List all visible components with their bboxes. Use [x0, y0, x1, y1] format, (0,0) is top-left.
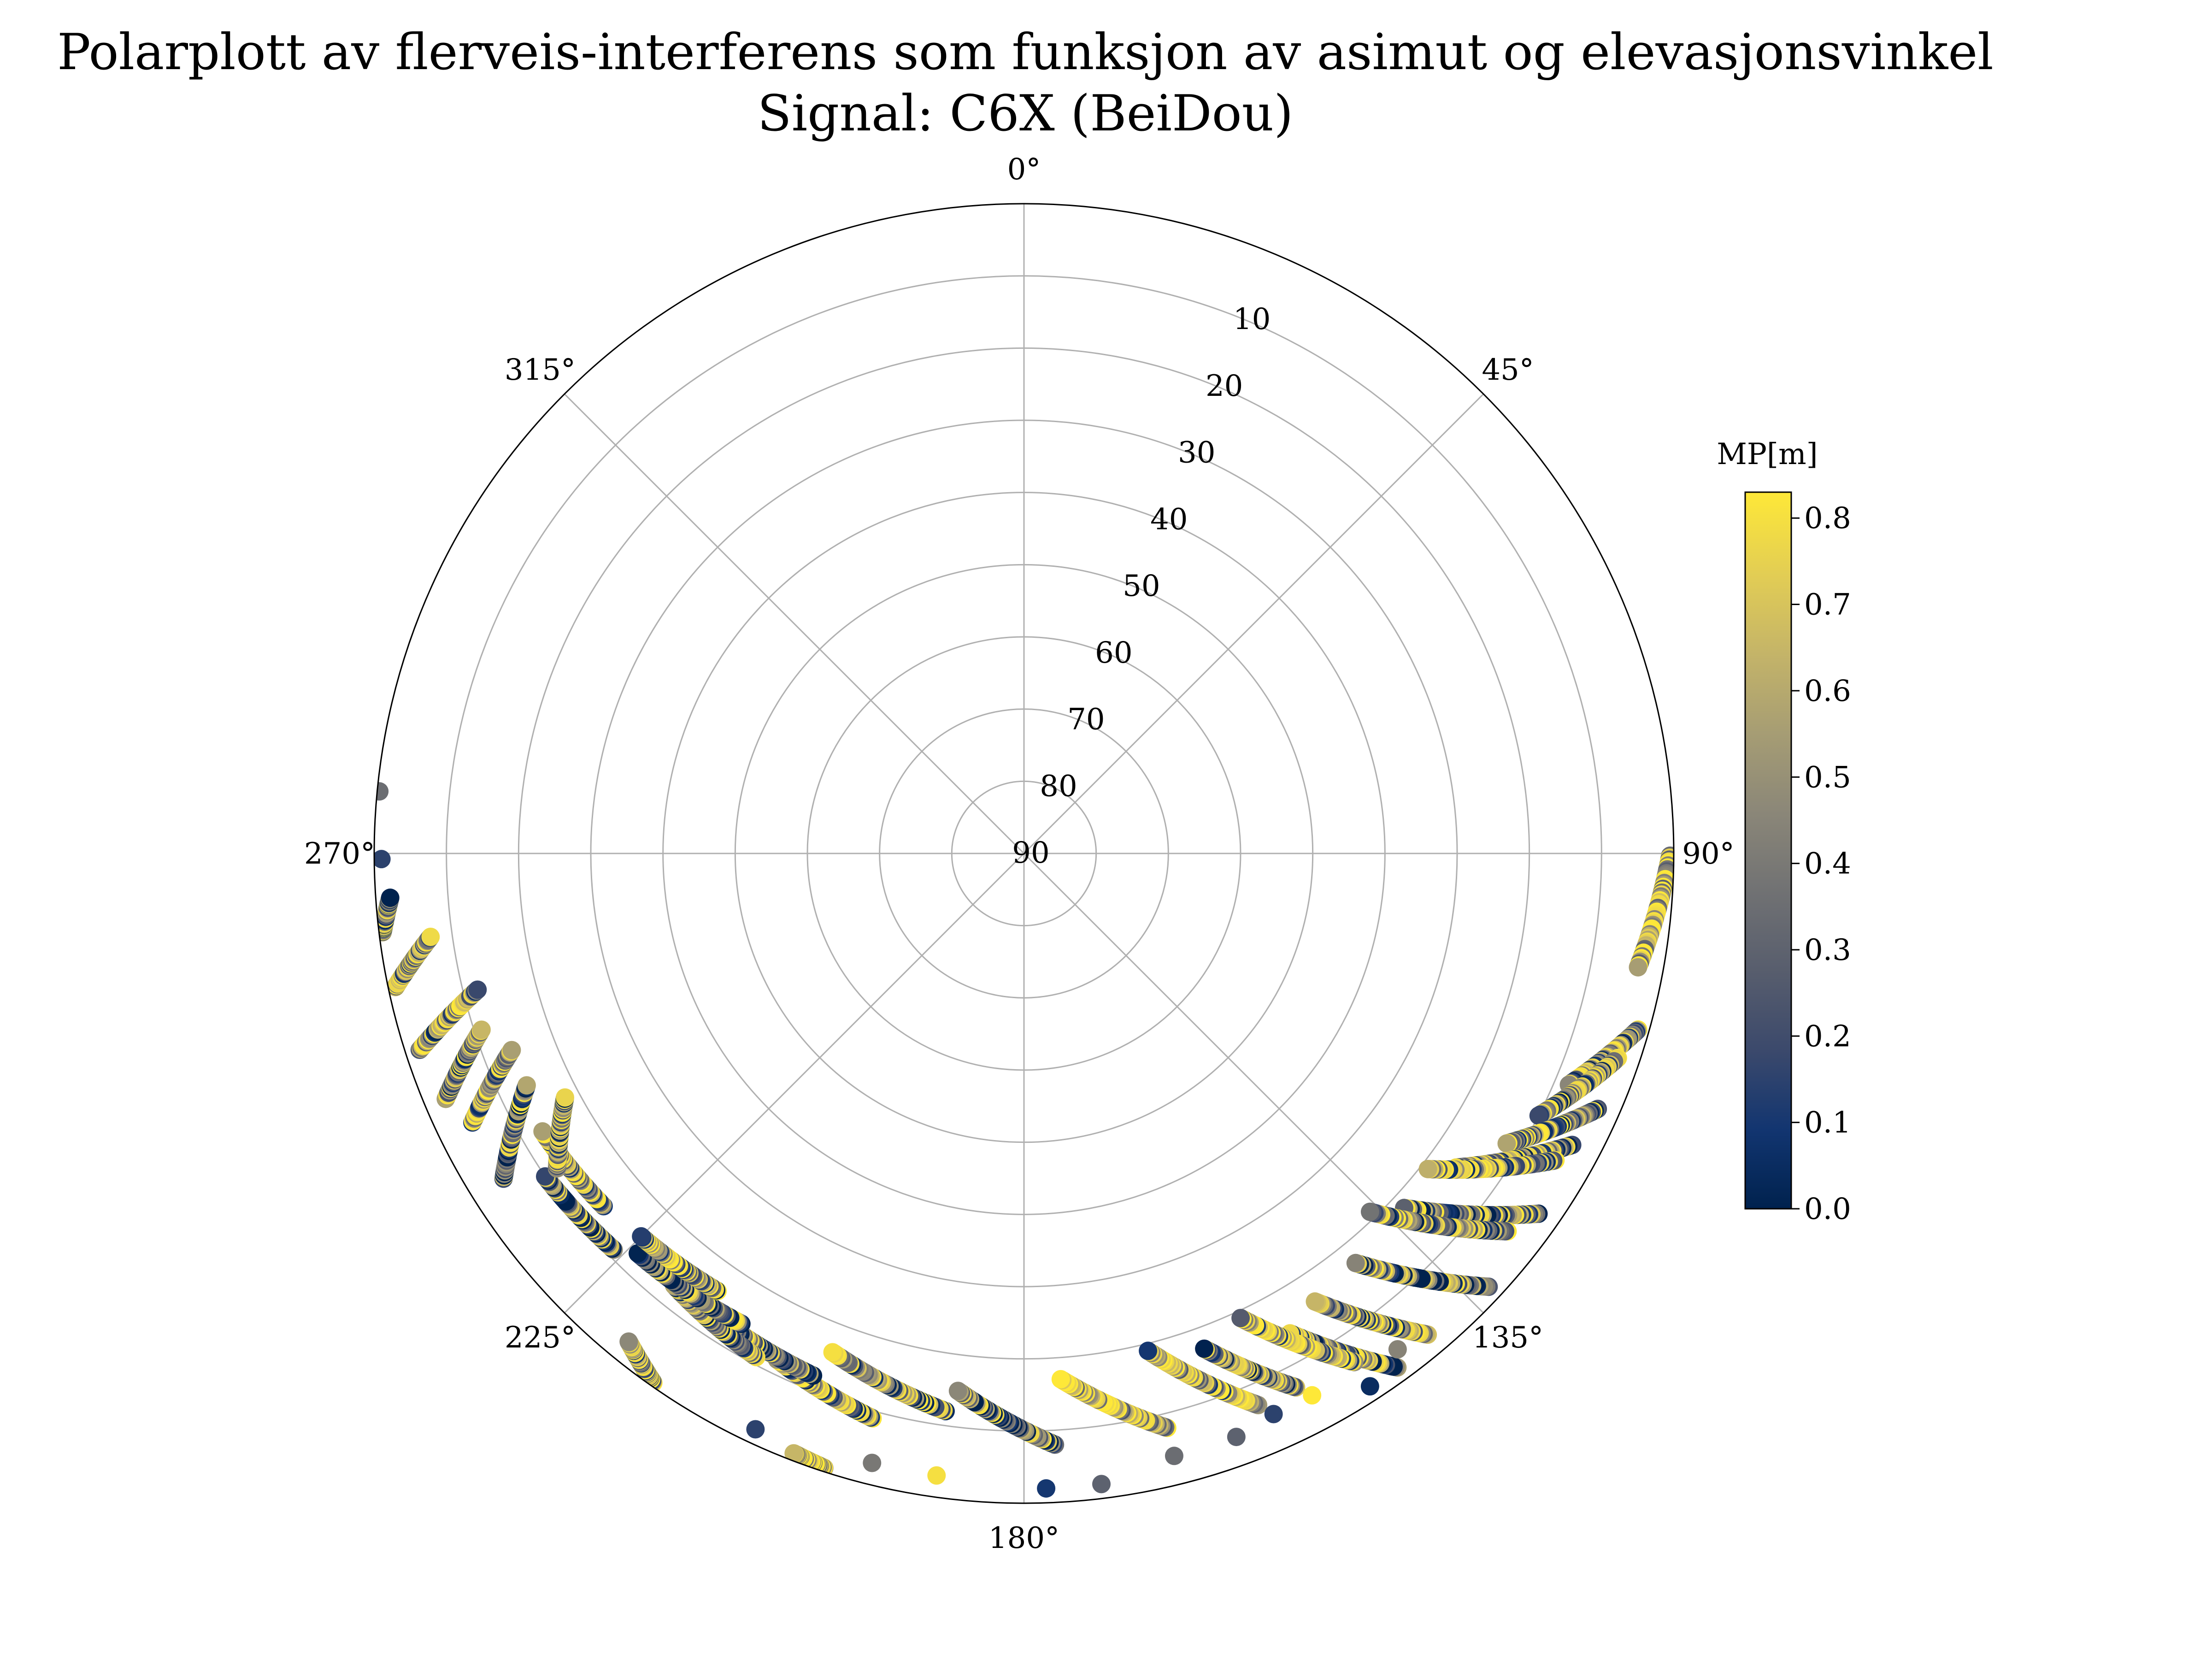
- elevation-tick-label: 90: [1012, 836, 1049, 870]
- colorbar-tick-label: 0.2: [1804, 1019, 1851, 1053]
- scatter-point: [381, 888, 400, 907]
- scatter-point: [619, 1332, 638, 1351]
- scatter-point: [374, 782, 389, 801]
- scatter-point: [863, 1453, 882, 1472]
- elevation-tick-labels: 10 20 30 40 50 60 70 80 90: [1012, 302, 1271, 870]
- scatter-point: [502, 1041, 521, 1059]
- scatter-point: [1418, 1159, 1437, 1178]
- elevation-tick-label: 20: [1206, 369, 1243, 403]
- scatter-point: [533, 1122, 552, 1141]
- azimuth-tick-label: 45°: [1482, 353, 1534, 387]
- scatter-point: [556, 1088, 575, 1107]
- chart-subtitle: Signal: C6X (BeiDou): [758, 85, 1294, 142]
- colorbar-tick-label: 0.3: [1804, 933, 1851, 967]
- elevation-tick-label: 10: [1233, 302, 1271, 336]
- colorbar-tick-label: 0.8: [1804, 501, 1851, 535]
- chart-title: Polarplott av flerveis-interferens som f…: [57, 24, 1994, 81]
- elevation-tick-label: 70: [1067, 703, 1105, 737]
- scatter-point: [927, 1466, 946, 1485]
- elevation-tick-label: 60: [1095, 636, 1132, 670]
- colorbar-tick-label: 0.7: [1804, 588, 1851, 622]
- scatter-point: [1051, 1370, 1070, 1388]
- colorbar-tick-label: 0.4: [1804, 847, 1851, 881]
- grid-spoke: [1023, 393, 1484, 854]
- scatter-points: [374, 782, 1674, 1498]
- colorbar: MP[m] 0.0 0.1 0.2 0.3 0.4 0.5 0.6 0.7 0.8: [1717, 437, 1851, 1226]
- azimuth-tick-label: 90°: [1682, 837, 1734, 871]
- scatter-point: [1529, 1106, 1548, 1125]
- scatter-point: [1264, 1405, 1283, 1424]
- scatter-point: [1360, 1202, 1379, 1221]
- colorbar-tick-label: 0.1: [1804, 1106, 1851, 1140]
- colorbar-tick-label: 0.0: [1804, 1192, 1851, 1226]
- scatter-point: [1346, 1253, 1365, 1272]
- grid-spoke: [564, 853, 1025, 1314]
- azimuth-tick-label: 315°: [505, 353, 576, 387]
- azimuth-tick-label: 180°: [988, 1521, 1059, 1555]
- elevation-tick-label: 30: [1178, 436, 1215, 470]
- elevation-tick-label: 40: [1150, 502, 1188, 536]
- scatter-point: [1497, 1134, 1516, 1153]
- scatter-point: [1139, 1341, 1158, 1360]
- azimuth-tick-label: 270°: [304, 837, 375, 871]
- scatter-point: [1360, 1377, 1379, 1396]
- colorbar-gradient: [1744, 491, 1792, 1210]
- azimuth-tick-label: 135°: [1472, 1321, 1543, 1355]
- scatter-point: [823, 1343, 842, 1362]
- elevation-tick-label: 50: [1123, 569, 1160, 603]
- colorbar-tick-label: 0.5: [1804, 760, 1851, 794]
- scatter-point: [468, 980, 487, 999]
- colorbar-label: MP[m]: [1717, 437, 1818, 471]
- scatter-point: [421, 927, 440, 946]
- scatter-point: [632, 1227, 651, 1246]
- scatter-point: [784, 1444, 803, 1463]
- scatter-point: [472, 1020, 491, 1039]
- scatter-point: [1306, 1292, 1324, 1311]
- azimuth-tick-label: 0°: [1007, 153, 1041, 187]
- scatter-point: [1092, 1475, 1111, 1494]
- scatter-point: [1231, 1309, 1250, 1328]
- scatter-point: [1388, 1340, 1407, 1359]
- scatter-point: [746, 1420, 765, 1439]
- azimuth-tick-label: 225°: [505, 1321, 576, 1355]
- elevation-tick-label: 80: [1040, 769, 1077, 803]
- colorbar-tick-label: 0.6: [1804, 674, 1851, 708]
- scatter-point: [1037, 1479, 1056, 1498]
- scatter-point: [517, 1076, 536, 1095]
- scatter-point: [948, 1382, 967, 1400]
- scatter-point: [1165, 1447, 1183, 1465]
- scatter-point: [1195, 1339, 1214, 1358]
- scatter-point: [1227, 1428, 1246, 1447]
- grid-spoke: [1023, 853, 1484, 1314]
- scatter-point: [1629, 958, 1647, 977]
- grid-spoke: [564, 393, 1025, 854]
- scatter-point: [1303, 1386, 1322, 1405]
